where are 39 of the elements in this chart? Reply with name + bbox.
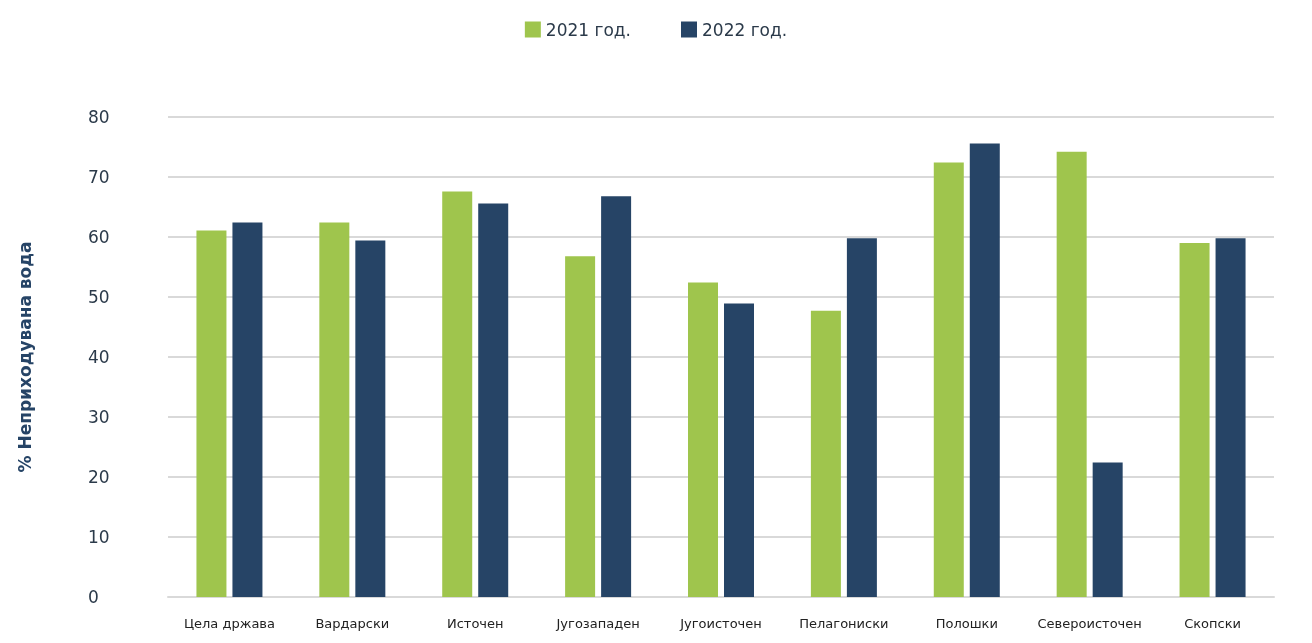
x-tick-label: Вардарски — [315, 616, 390, 631]
bar — [969, 143, 1000, 597]
x-tick-label: Цела држава — [183, 616, 275, 631]
legend-label: 2022 год. — [702, 19, 788, 40]
bar — [1056, 151, 1087, 597]
y-tick-label: 70 — [88, 167, 110, 187]
y-tick-label: 20 — [88, 467, 110, 487]
bar — [1215, 238, 1246, 597]
bar — [846, 238, 877, 597]
bar — [688, 282, 718, 597]
bar — [601, 196, 632, 597]
x-tick-label: Пелагониски — [799, 616, 889, 631]
y-tick-label: 80 — [88, 107, 110, 127]
y-axis-title: % Неприходувана вода — [14, 241, 35, 473]
x-tick-label: Полошки — [935, 616, 998, 631]
bar — [232, 222, 263, 597]
legend-label: 2021 год. — [545, 19, 632, 40]
bar — [442, 191, 473, 597]
bar — [1179, 243, 1210, 597]
bar — [724, 303, 754, 597]
y-tick-label: 60 — [88, 227, 110, 247]
x-tick-label: Југозападен — [555, 616, 640, 631]
bar — [355, 240, 386, 597]
bar — [810, 310, 841, 597]
x-tick-label: Источен — [446, 616, 504, 631]
y-tick-label: 30 — [88, 407, 110, 427]
bar — [565, 256, 596, 597]
x-tick-label: Југоисточен — [679, 616, 762, 631]
y-tick-label: 40 — [88, 347, 110, 367]
y-tick-label: 0 — [88, 587, 99, 607]
bar — [933, 162, 964, 597]
bar — [1092, 462, 1123, 597]
bar — [478, 203, 509, 597]
x-tick-label: Североисточен — [1037, 616, 1142, 631]
bar — [196, 230, 227, 597]
x-tick-label: Скопски — [1184, 616, 1241, 631]
bar — [319, 222, 350, 597]
y-tick-label: 10 — [88, 527, 110, 547]
y-tick-label: 50 — [88, 287, 110, 307]
